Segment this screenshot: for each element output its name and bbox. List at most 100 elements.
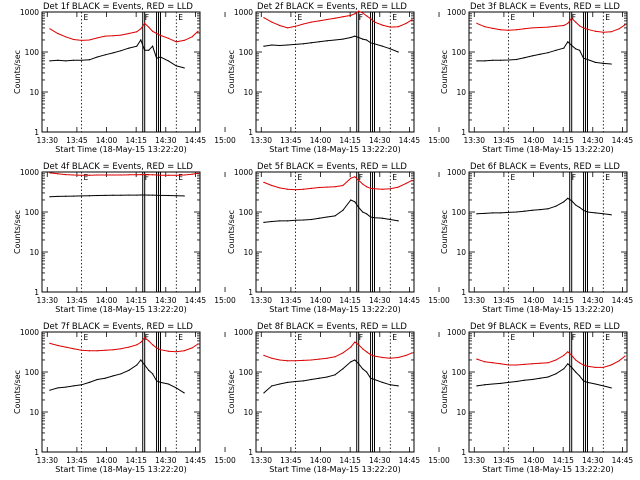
data-point-events [334,374,336,376]
data-point-lld [152,344,154,346]
data-point-lld [152,30,154,32]
x-tick-label: 13:45 [66,136,88,145]
y-axis-label: Counts/sec [13,210,22,254]
y-tick-label: 100 [239,368,254,377]
data-point-lld [369,187,372,189]
data-point-events [128,194,130,196]
data-point-events [310,378,312,381]
interval-marker-label: F [359,333,363,342]
data-point-lld [354,341,356,343]
data-point-lld [175,41,177,43]
data-point-events [389,48,391,50]
data-point-events [350,199,352,201]
data-point-lld [610,31,612,33]
data-point-events [531,55,533,57]
data-point-lld [197,343,199,345]
data-point-lld [159,34,162,37]
x-tick-label: 13:45 [493,456,515,465]
panel-title: Det 1f BLACK = Events, RED = LLD [43,2,193,12]
data-point-lld [354,13,356,15]
data-point-events [610,63,612,65]
data-point-events [373,378,376,381]
data-point-lld [191,36,193,38]
data-point-lld [389,188,391,190]
data-point-lld [57,173,59,175]
data-point-events [507,211,510,213]
panel-title: Det 9f BLACK = Events, RED = LLD [470,322,620,332]
data-point-lld [294,360,297,362]
x-tick-label: 14:15 [125,296,147,305]
x-tick-label: 13:45 [66,296,88,305]
data-point-lld [563,24,565,27]
data-point-lld [523,28,525,30]
series-line-lld [49,22,199,43]
data-point-lld [618,360,620,362]
data-point-lld [342,184,344,187]
y-tick-label: 10 [456,248,466,257]
data-point-events [65,195,67,197]
data-point-lld [263,17,265,19]
data-point-lld [373,355,376,357]
data-point-events [567,363,569,365]
data-point-lld [350,177,352,179]
data-point-lld [152,174,154,176]
y-tick-label: 10 [456,88,466,97]
y-tick-label: 100 [25,48,40,57]
x-tick-label: 14:45 [399,456,421,465]
data-point-lld [140,28,142,30]
data-point-lld [547,362,549,364]
panel-det-7: Det 7f BLACK = Events, RED = LLD 1 10 100 10… [13,322,236,474]
data-point-lld [515,364,518,366]
data-point-events [602,62,604,64]
data-point-events [476,60,478,62]
data-point-lld [49,28,51,30]
data-point-lld [366,351,368,353]
data-point-lld [326,186,328,188]
data-point-lld [334,17,336,19]
data-point-events [531,378,533,381]
data-point-lld [73,38,75,41]
data-point-events [271,385,273,387]
y-tick-label: 1000 [234,328,253,337]
data-point-lld [140,174,142,176]
data-point-lld [369,18,372,20]
panel-det-3: Det 3f BLACK = Events, RED = LLD 1 10 100 10… [440,2,633,154]
data-point-events [539,377,541,379]
x-axis-label: Start Time (18-May-15 13:22:20) [55,465,186,474]
data-point-events [515,211,518,213]
data-point-lld [366,15,368,17]
data-point-lld [287,188,289,190]
data-point-lld [73,348,75,350]
x-tick-label: 14:45 [612,296,634,305]
data-point-events [381,217,383,219]
panel-det-1: Det 1f BLACK = Events, RED = LLD 1 10 100 10… [13,2,236,154]
data-point-lld [366,186,368,188]
data-point-events [362,368,364,370]
data-point-lld [120,174,122,176]
data-point-events [523,57,525,59]
x-tick-label: 14:15 [339,136,361,145]
y-tick-label: 1000 [447,8,466,17]
data-point-events [152,45,154,47]
data-point-events [547,208,549,210]
data-point-lld [476,358,478,360]
series-line-lld [476,351,626,368]
data-point-events [366,39,368,41]
data-point-lld [302,188,304,190]
data-point-lld [175,174,177,176]
data-point-events [500,382,502,384]
data-point-lld [73,174,75,176]
data-point-events [586,211,589,213]
y-axis-label: Counts/sec [227,50,236,94]
x-tick-label: 15:00 [428,296,450,305]
data-point-events [555,373,557,375]
series-line-lld [49,172,199,176]
data-point-events [310,42,312,44]
data-point-events [342,209,344,211]
data-point-lld [155,32,158,35]
data-point-events [582,57,585,59]
data-point-lld [88,174,90,176]
data-point-events [159,56,162,58]
interval-marker-label: F [572,173,576,182]
